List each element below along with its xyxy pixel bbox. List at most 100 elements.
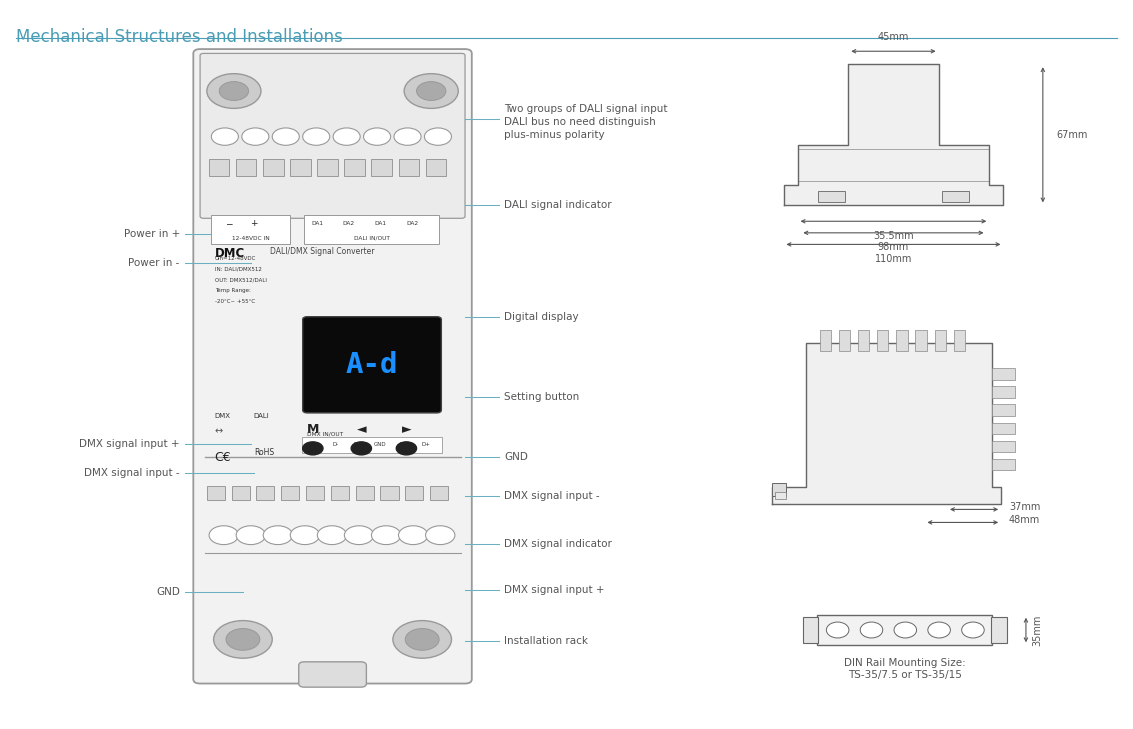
Circle shape <box>351 442 372 455</box>
Text: DMX signal input +: DMX signal input + <box>79 439 180 449</box>
Text: IN: DALI/DMX512: IN: DALI/DMX512 <box>215 267 262 272</box>
Bar <box>372 159 392 176</box>
Circle shape <box>364 128 391 145</box>
FancyBboxPatch shape <box>303 316 442 413</box>
Circle shape <box>404 74 458 109</box>
Bar <box>356 486 374 500</box>
Circle shape <box>406 628 440 650</box>
Circle shape <box>303 128 330 145</box>
Text: DALI IN/OUT: DALI IN/OUT <box>353 236 390 241</box>
Text: DMX signal input +: DMX signal input + <box>504 585 605 595</box>
Text: GND: GND <box>307 443 320 448</box>
Text: DMX: DMX <box>215 413 231 419</box>
Circle shape <box>214 620 272 658</box>
Bar <box>426 159 446 176</box>
Text: 45mm: 45mm <box>878 32 909 42</box>
Bar <box>817 615 993 645</box>
Text: Power in -: Power in - <box>128 258 180 268</box>
Bar <box>331 486 349 500</box>
Bar <box>290 159 310 176</box>
Bar <box>993 405 1015 416</box>
Bar <box>819 330 830 351</box>
Text: DA1: DA1 <box>312 221 323 226</box>
Ellipse shape <box>860 622 883 638</box>
Ellipse shape <box>894 622 917 638</box>
Text: D-: D- <box>332 443 339 448</box>
Circle shape <box>303 442 323 455</box>
Bar <box>818 191 845 203</box>
Bar <box>236 159 256 176</box>
Text: Digital display: Digital display <box>504 313 579 322</box>
Text: 48mm: 48mm <box>1010 515 1040 526</box>
Polygon shape <box>784 64 1004 206</box>
Bar <box>838 330 850 351</box>
Circle shape <box>397 442 417 455</box>
Polygon shape <box>773 343 1002 504</box>
Text: Uin=12-48VDC: Uin=12-48VDC <box>215 256 256 261</box>
Bar <box>210 159 229 176</box>
Bar <box>993 440 1015 452</box>
Bar <box>207 486 224 500</box>
Bar <box>993 368 1015 380</box>
Text: 110mm: 110mm <box>875 254 912 264</box>
Text: D+: D+ <box>353 443 363 448</box>
Text: DA2: DA2 <box>406 221 418 226</box>
Bar <box>256 486 274 500</box>
Text: D-: D- <box>400 443 406 448</box>
Text: 67mm: 67mm <box>1056 130 1088 140</box>
Bar <box>993 386 1015 398</box>
Text: ◄: ◄ <box>357 423 366 436</box>
Circle shape <box>344 526 374 545</box>
Text: Mechanical Structures and Installations: Mechanical Structures and Installations <box>16 28 343 46</box>
Bar <box>993 423 1015 434</box>
Text: 37mm: 37mm <box>1010 502 1040 512</box>
Text: GND: GND <box>156 588 180 597</box>
Text: OUT: DMX512/DALI: OUT: DMX512/DALI <box>215 278 266 283</box>
Text: DA1: DA1 <box>375 221 386 226</box>
Text: DALI/DMX Signal Converter: DALI/DMX Signal Converter <box>270 247 375 256</box>
Text: Two groups of DALI signal input
DALI bus no need distinguish
plus-minus polarity: Two groups of DALI signal input DALI bus… <box>504 104 668 141</box>
Bar <box>301 437 443 453</box>
Circle shape <box>290 526 320 545</box>
Circle shape <box>207 74 261 109</box>
Bar <box>802 617 818 643</box>
Bar <box>935 330 946 351</box>
Text: 35mm: 35mm <box>1032 615 1042 646</box>
Circle shape <box>210 526 238 545</box>
Circle shape <box>236 526 265 545</box>
Ellipse shape <box>962 622 985 638</box>
Circle shape <box>317 526 347 545</box>
Bar <box>858 330 869 351</box>
Circle shape <box>393 620 452 658</box>
Circle shape <box>417 82 446 101</box>
Text: DA2: DA2 <box>343 221 355 226</box>
Bar <box>877 330 888 351</box>
Bar <box>212 214 290 243</box>
Circle shape <box>426 526 454 545</box>
FancyBboxPatch shape <box>299 662 366 687</box>
Text: +: + <box>250 219 258 228</box>
Text: DMX signal input -: DMX signal input - <box>84 468 180 478</box>
Circle shape <box>333 128 360 145</box>
Circle shape <box>372 526 401 545</box>
Text: A-d: A-d <box>346 351 399 379</box>
Circle shape <box>263 526 292 545</box>
Bar <box>231 486 249 500</box>
Bar <box>942 191 969 203</box>
Bar <box>306 486 324 500</box>
Bar <box>304 214 440 243</box>
Text: GND: GND <box>504 452 528 462</box>
Text: DALI signal indicator: DALI signal indicator <box>504 200 612 211</box>
FancyBboxPatch shape <box>194 49 471 684</box>
Text: ►: ► <box>401 423 411 436</box>
Bar <box>281 486 299 500</box>
Bar <box>775 492 786 499</box>
Circle shape <box>220 82 248 101</box>
Text: −: − <box>224 219 232 228</box>
Text: -20°C~ +55°C: -20°C~ +55°C <box>215 300 255 304</box>
Bar <box>431 486 449 500</box>
Text: DMX signal indicator: DMX signal indicator <box>504 539 612 549</box>
Text: DMX signal input -: DMX signal input - <box>504 491 600 501</box>
Text: D+: D+ <box>421 443 431 448</box>
Text: C€: C€ <box>215 451 231 464</box>
